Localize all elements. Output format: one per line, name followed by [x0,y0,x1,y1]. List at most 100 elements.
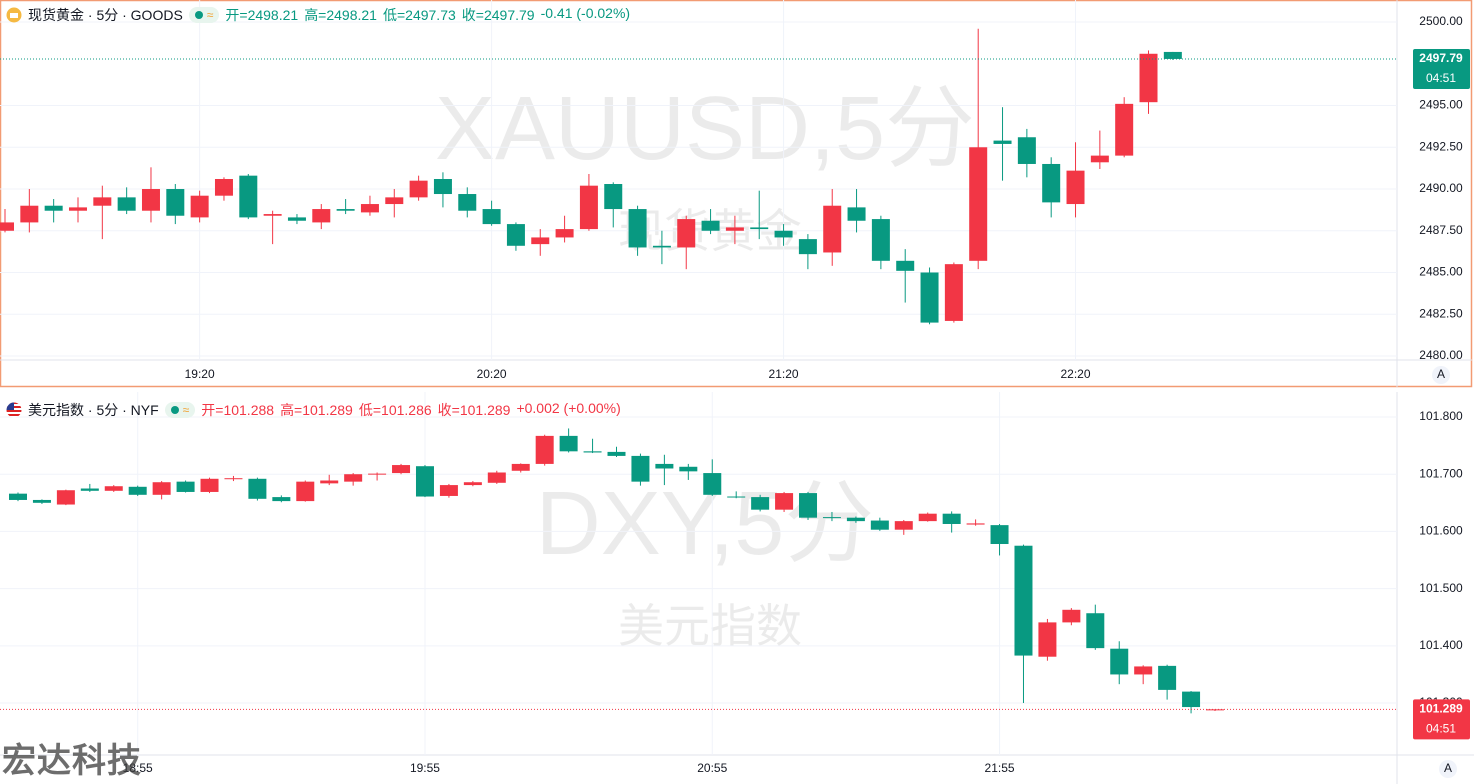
candle-body [701,220,720,231]
candle-body [392,465,411,474]
candle-body [823,205,842,253]
candle-body [535,435,554,464]
x-tick-label: 22:20 [1061,367,1091,381]
auto-scale-button[interactable]: A [1437,367,1445,381]
candle-body [750,227,769,230]
countdown-label: 04:51 [1426,71,1456,85]
auto-scale-button-bg[interactable] [1439,760,1457,778]
auto-scale-button-bg[interactable] [1432,366,1450,384]
candle-body [677,219,696,248]
candle-body [93,197,112,206]
candle-body [20,205,39,223]
candle-body [152,482,171,495]
candle-body [918,513,937,522]
candle-body [583,451,602,453]
candle-body [320,480,339,484]
candle-body [248,478,267,499]
candle-body [439,485,458,496]
candle-body [263,214,282,216]
ohlc-value: 收=101.289 [437,402,511,418]
y-tick-label: 2495.00 [1419,98,1463,112]
candle-body [200,478,219,492]
candle-body [1017,137,1036,164]
ohlc-value: 开=101.288 [201,402,275,418]
candle-body [463,482,482,486]
candle-body [655,463,674,469]
candle-body [944,264,963,321]
candle-body [360,204,379,213]
candle-body [703,473,722,495]
ohlc-value: 低=101.286 [358,402,432,418]
candle-body [871,219,890,261]
y-tick-label: 2480.00 [1419,348,1463,362]
candle-body [559,435,578,452]
candle-body [68,207,87,211]
y-tick-label: 2485.00 [1419,265,1463,279]
active-pane-border [0,0,1473,388]
watermark: XAUUSD,5分 [435,79,975,179]
candle-body [117,197,136,211]
candle-body [224,478,243,480]
candle-body [751,497,770,510]
y-tick-label: 2500.00 [1419,14,1463,28]
candle-body [775,493,794,510]
change-value: -0.41 (-0.02%) [540,5,631,21]
x-tick-label: 19:20 [185,367,215,381]
candle-body [296,481,315,502]
candle-body [969,147,988,261]
candle-body [1066,170,1085,205]
candle-body [604,184,623,210]
y-tick-label: 2492.50 [1419,139,1463,153]
symbol-title[interactable]: 现货黄金 · 5分 · GOODS [28,7,183,23]
candle-body [1086,613,1105,649]
status-pill[interactable]: ≈ [164,402,196,418]
us-flag-icon [6,402,22,418]
candle-body [896,260,915,271]
candle-body [725,227,744,231]
candle-body [942,513,961,524]
last-price-box [1413,48,1470,89]
candle-body [433,178,452,195]
x-tick-label: 20:20 [477,367,507,381]
candle-body [272,497,291,502]
status-pill[interactable]: ≈ [188,7,220,23]
auto-scale-button[interactable]: A [1444,761,1452,775]
candle-body [511,463,530,471]
symbol-title[interactable]: 美元指数 · 5分 · NYF [28,402,159,418]
candle-body [44,205,63,211]
candle-body [1090,155,1109,163]
corner-watermark: 宏达科技 [2,742,142,780]
x-tick-label: 19:55 [410,761,440,775]
candle-body [727,496,746,498]
candle-body [1115,103,1134,156]
candle-body [870,520,889,530]
candle-body [966,523,985,525]
y-tick-label: 101.600 [1419,524,1463,538]
candle-body [56,490,75,505]
candle-body [482,209,501,225]
candle-body [679,466,698,472]
x-tick-label: 18:55 [123,761,153,775]
header: 美元指数 · 5分 · NYF ≈ 开=101.288 高=101.289 低=10… [6,400,621,420]
candle-body [506,224,525,246]
ohlc-value: 低=2497.73 [382,7,456,23]
candle-body [415,466,434,497]
candle-body [487,472,506,483]
candles [0,28,1182,325]
candle-body [1038,622,1057,657]
ohlc-legend: 开=2498.21 高=2498.21 低=2497.73 收=2497.79 -0.4… [225,5,630,25]
ohlc-value: 收=2497.79 [461,7,535,23]
candle-body [9,493,27,500]
y-tick-label: 2490.00 [1419,181,1463,195]
candle-body [993,140,1012,144]
candle-body [652,245,671,248]
candle-body [631,455,650,482]
candle-body [846,517,865,522]
ohlc-value: 高=101.289 [280,402,353,418]
candle-body [1163,51,1182,59]
last-price-label: 2497.79 [1419,51,1463,65]
candle-body [368,473,387,475]
candle-body [607,451,626,456]
candle-body [822,517,841,519]
